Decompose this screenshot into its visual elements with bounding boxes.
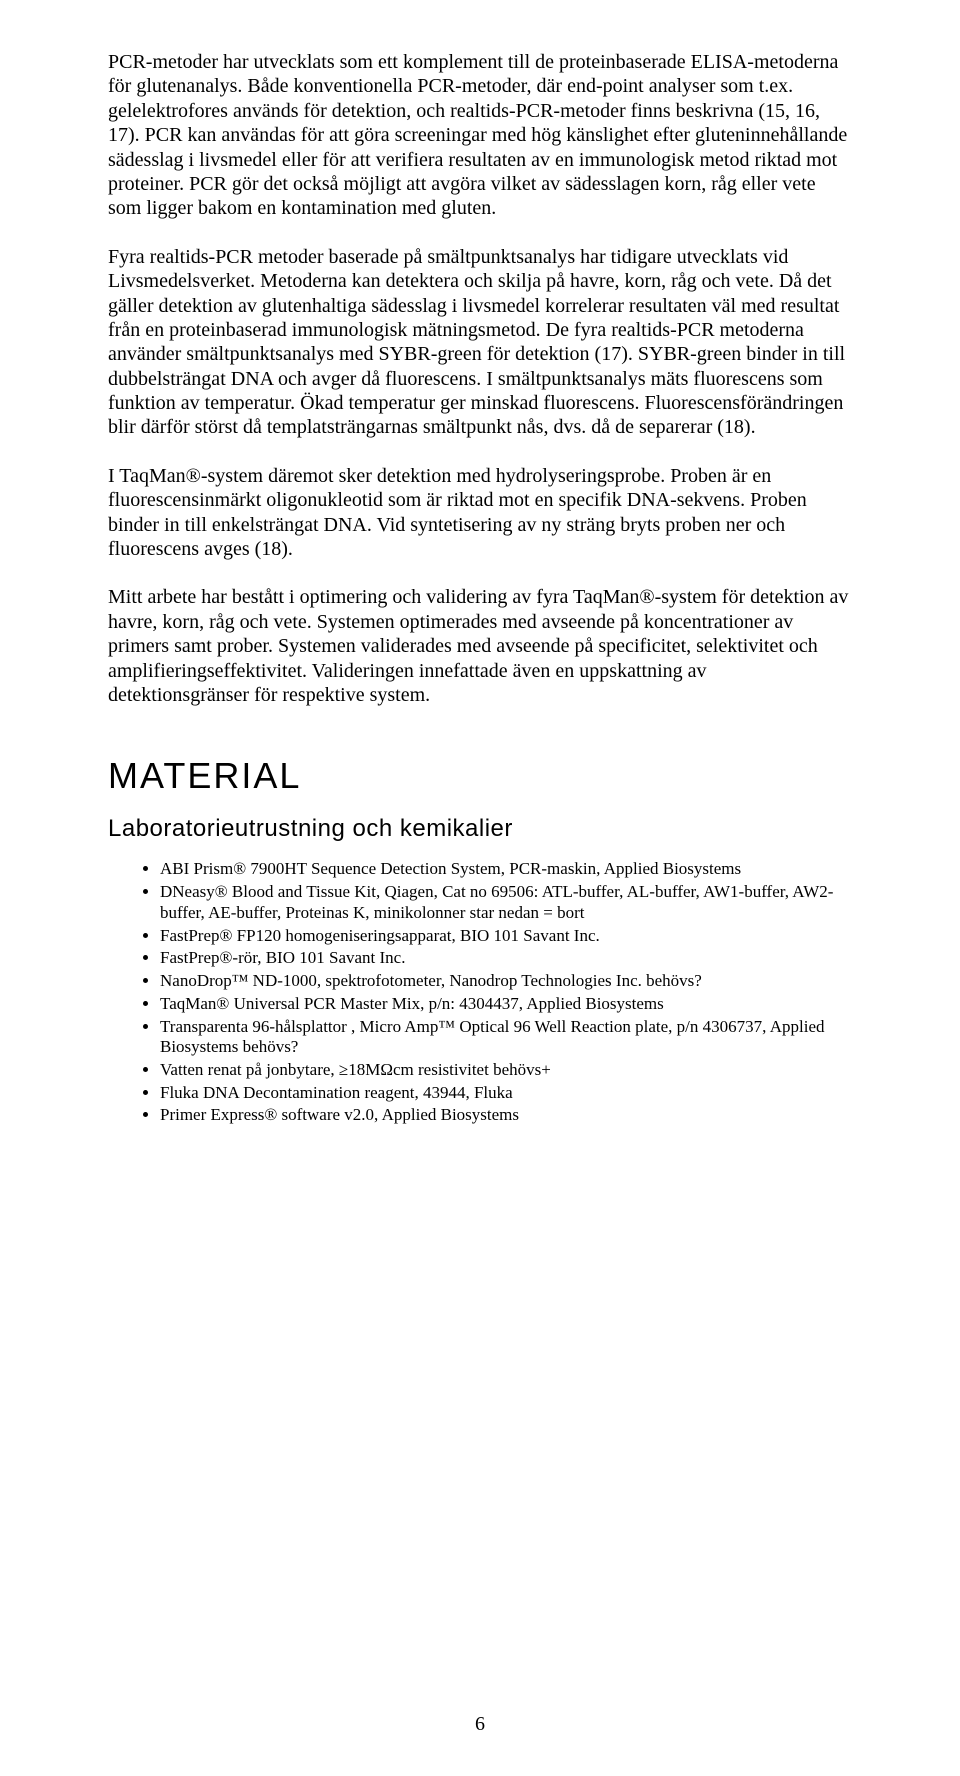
list-item: NanoDrop™ ND-1000, spektrofotometer, Nan… bbox=[160, 971, 852, 992]
list-item: Vatten renat på jonbytare, ≥18MΩcm resis… bbox=[160, 1060, 852, 1081]
list-item: DNeasy® Blood and Tissue Kit, Qiagen, Ca… bbox=[160, 882, 852, 923]
paragraph-2: Fyra realtids-PCR metoder baserade på sm… bbox=[108, 245, 852, 440]
paragraph-1: PCR-metoder har utvecklats som ett kompl… bbox=[108, 50, 852, 221]
heading-material: MATERIAL bbox=[108, 755, 852, 797]
list-item: FastPrep®-rör, BIO 101 Savant Inc. bbox=[160, 948, 852, 969]
list-item: Primer Express® software v2.0, Applied B… bbox=[160, 1105, 852, 1126]
list-item: FastPrep® FP120 homogeniseringsapparat, … bbox=[160, 926, 852, 947]
paragraph-3: I TaqMan®-system däremot sker detektion … bbox=[108, 464, 852, 562]
list-item: Transparenta 96-hålsplattor , Micro Amp™… bbox=[160, 1017, 852, 1058]
heading-equipment: Laboratorieutrustning och kemikalier bbox=[108, 815, 852, 843]
equipment-list: ABI Prism® 7900HT Sequence Detection Sys… bbox=[108, 859, 852, 1126]
list-item: Fluka DNA Decontamination reagent, 43944… bbox=[160, 1083, 852, 1104]
list-item: ABI Prism® 7900HT Sequence Detection Sys… bbox=[160, 859, 852, 880]
page-number: 6 bbox=[0, 1713, 960, 1736]
list-item: TaqMan® Universal PCR Master Mix, p/n: 4… bbox=[160, 994, 852, 1015]
page: PCR-metoder har utvecklats som ett kompl… bbox=[0, 0, 960, 1776]
paragraph-4: Mitt arbete har bestått i optimering och… bbox=[108, 585, 852, 707]
